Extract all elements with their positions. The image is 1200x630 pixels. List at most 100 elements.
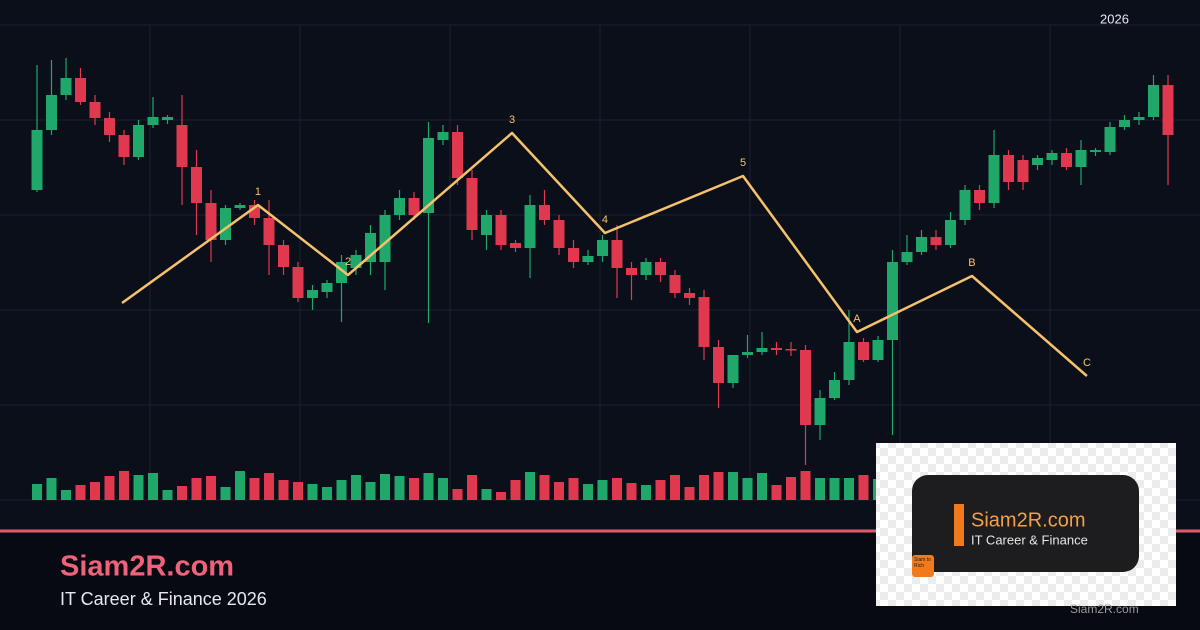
candle-body <box>118 135 130 157</box>
candle-body <box>1003 155 1014 182</box>
candle-body <box>698 297 710 347</box>
volume-bar <box>336 480 347 500</box>
candle-body <box>394 198 405 215</box>
candle-body <box>597 240 608 256</box>
candle-body <box>292 267 304 298</box>
volume-bar <box>699 475 709 500</box>
candle-body <box>539 205 550 220</box>
candle-body <box>800 350 811 425</box>
volume-bar <box>771 485 782 500</box>
volume-bar <box>670 475 680 500</box>
candle-body <box>916 237 927 252</box>
volume-bar <box>249 478 260 500</box>
candle-body <box>1061 153 1072 167</box>
candle-body <box>1162 85 1174 135</box>
volume-bar <box>148 473 158 500</box>
volume-bar <box>525 472 535 500</box>
volume-bar <box>133 475 144 500</box>
volume-bar <box>206 476 216 500</box>
volume-bar <box>626 483 637 500</box>
candle-body <box>452 132 463 178</box>
volume-bar <box>742 478 753 500</box>
badge-box: Siam to Rich <box>914 557 931 569</box>
volume-bar <box>162 490 173 500</box>
candle-body <box>945 220 956 245</box>
candle-body <box>771 348 782 350</box>
volume-bar <box>220 487 231 500</box>
candle-body <box>1075 150 1087 167</box>
volume-bar <box>409 478 419 500</box>
volume-bar <box>104 476 115 500</box>
volume-bar <box>322 487 332 500</box>
candle-body <box>930 237 942 245</box>
candle-body <box>669 275 681 293</box>
candle-body <box>640 262 652 275</box>
candle-body <box>365 233 376 262</box>
candle-body <box>1046 153 1058 160</box>
volume-bar <box>655 480 666 500</box>
badge-text: Siam to Rich <box>914 557 931 569</box>
badge <box>912 555 934 577</box>
wave-label: C <box>1083 357 1091 369</box>
candle-body <box>1133 117 1145 120</box>
candle-body <box>437 132 449 140</box>
candle-body <box>263 218 275 245</box>
candle-body <box>60 78 72 95</box>
volume-bar <box>264 473 274 500</box>
candle-body <box>713 347 724 383</box>
candle-body <box>278 245 289 267</box>
logo-card: Siam2R.com IT Career & Finance Siam to R… <box>876 443 1176 616</box>
volume-bar <box>612 478 622 500</box>
candle-body <box>350 255 362 268</box>
candle-body <box>626 268 637 275</box>
candle-body <box>1119 120 1130 127</box>
volume-bar <box>365 482 376 500</box>
volume-bar <box>815 478 825 500</box>
candle-body <box>901 252 913 262</box>
candle-body <box>336 262 347 283</box>
card-accent <box>954 504 964 546</box>
volume-bar <box>786 477 796 500</box>
candle-body <box>568 248 579 262</box>
candle-body <box>756 348 768 352</box>
volume-bar <box>713 472 724 500</box>
wave-label: 3 <box>509 114 515 126</box>
brand-title: Siam2R.com <box>60 551 234 583</box>
candle-body <box>89 102 101 118</box>
volume-bar <box>177 486 187 500</box>
volume-bar <box>858 475 869 500</box>
candle-body <box>1148 85 1159 117</box>
candle-body <box>408 198 420 215</box>
candle-body <box>843 342 855 380</box>
volume-bar <box>539 475 550 500</box>
card-title: Siam2R.com <box>971 509 1085 531</box>
volume-bar <box>728 472 738 500</box>
candle-body <box>495 215 507 245</box>
volume-bar <box>32 484 42 500</box>
volume-bar <box>568 478 579 500</box>
candle-body <box>611 240 623 268</box>
volume-bar <box>351 475 361 500</box>
candle-body <box>524 205 536 248</box>
wave-label: A <box>853 313 861 325</box>
candle-body <box>1090 150 1101 152</box>
volume-bar <box>423 473 434 500</box>
candle-body <box>553 220 565 248</box>
volume-bar <box>278 480 289 500</box>
wave-line <box>121 131 1088 377</box>
volume-bar <box>844 478 854 500</box>
volume-bar <box>90 482 100 500</box>
candle-body <box>321 283 333 292</box>
candle-body <box>742 352 753 355</box>
candle-body <box>31 130 43 190</box>
volume-bar <box>438 478 448 500</box>
candle-body <box>858 342 869 360</box>
volume-bar <box>496 492 506 500</box>
candle-body <box>379 215 391 262</box>
volume-bar <box>481 489 492 500</box>
candle-body <box>133 125 144 157</box>
wave-label: 4 <box>602 214 608 226</box>
candle-body <box>307 290 318 298</box>
card <box>912 475 1139 572</box>
